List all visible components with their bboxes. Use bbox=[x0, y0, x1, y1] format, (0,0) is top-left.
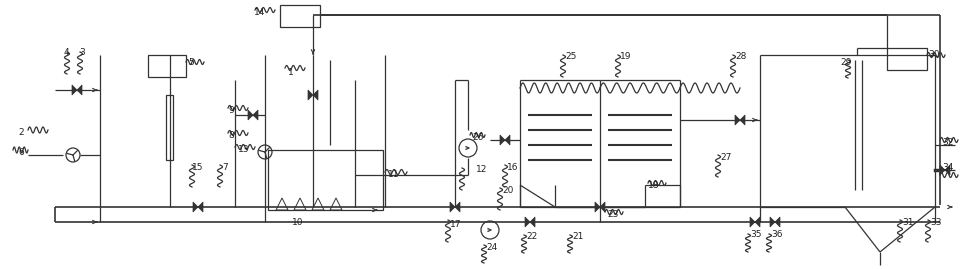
Text: 26: 26 bbox=[472, 133, 483, 142]
Polygon shape bbox=[524, 217, 529, 227]
Polygon shape bbox=[754, 217, 760, 227]
Text: 29: 29 bbox=[839, 58, 851, 67]
Polygon shape bbox=[749, 217, 754, 227]
Polygon shape bbox=[529, 217, 535, 227]
Text: 28: 28 bbox=[735, 52, 745, 61]
Bar bbox=[166, 95, 172, 160]
Polygon shape bbox=[454, 202, 459, 212]
Text: 33: 33 bbox=[929, 218, 941, 227]
Text: 6: 6 bbox=[18, 148, 23, 157]
Text: 5: 5 bbox=[188, 58, 194, 67]
Polygon shape bbox=[735, 115, 739, 125]
Bar bbox=[267, 150, 383, 210]
Text: 31: 31 bbox=[901, 218, 913, 227]
Text: 11: 11 bbox=[388, 170, 399, 179]
Polygon shape bbox=[198, 202, 203, 212]
Text: 35: 35 bbox=[749, 230, 761, 239]
Polygon shape bbox=[313, 90, 318, 100]
Text: 23: 23 bbox=[607, 210, 617, 219]
Text: 22: 22 bbox=[525, 232, 537, 241]
Text: 25: 25 bbox=[564, 52, 576, 61]
Text: 12: 12 bbox=[476, 165, 486, 174]
Polygon shape bbox=[308, 90, 313, 100]
Bar bbox=[886, 48, 926, 70]
Polygon shape bbox=[77, 85, 82, 95]
Text: 2: 2 bbox=[18, 128, 23, 137]
Polygon shape bbox=[253, 110, 258, 120]
Bar bbox=[148, 55, 186, 77]
Polygon shape bbox=[248, 110, 253, 120]
Bar bbox=[280, 5, 320, 27]
Text: 30: 30 bbox=[927, 50, 939, 59]
Text: 19: 19 bbox=[619, 52, 631, 61]
Polygon shape bbox=[944, 165, 949, 175]
Text: 34: 34 bbox=[941, 163, 953, 172]
Polygon shape bbox=[72, 85, 77, 95]
Polygon shape bbox=[450, 202, 454, 212]
Text: 32: 32 bbox=[941, 138, 953, 147]
Text: 24: 24 bbox=[485, 243, 497, 252]
Text: 27: 27 bbox=[719, 153, 731, 162]
Polygon shape bbox=[769, 217, 774, 227]
Text: 16: 16 bbox=[507, 163, 518, 172]
Text: 1: 1 bbox=[288, 68, 294, 77]
Text: 8: 8 bbox=[228, 131, 234, 140]
Text: 9: 9 bbox=[228, 106, 234, 115]
Text: 18: 18 bbox=[647, 181, 659, 190]
Text: 20: 20 bbox=[502, 186, 513, 195]
Polygon shape bbox=[499, 135, 505, 145]
Polygon shape bbox=[739, 115, 744, 125]
Polygon shape bbox=[600, 202, 605, 212]
Text: 7: 7 bbox=[222, 163, 228, 172]
Text: 21: 21 bbox=[572, 232, 582, 241]
Polygon shape bbox=[505, 135, 510, 145]
Text: 15: 15 bbox=[192, 163, 203, 172]
Polygon shape bbox=[594, 202, 600, 212]
Text: 17: 17 bbox=[450, 220, 461, 229]
Polygon shape bbox=[774, 217, 779, 227]
Text: 14: 14 bbox=[254, 8, 266, 17]
Text: 36: 36 bbox=[770, 230, 782, 239]
Text: 4: 4 bbox=[64, 48, 70, 57]
Polygon shape bbox=[939, 165, 944, 175]
Polygon shape bbox=[193, 202, 198, 212]
Text: 13: 13 bbox=[237, 145, 249, 154]
Text: 3: 3 bbox=[78, 48, 84, 57]
Text: 10: 10 bbox=[292, 218, 303, 227]
